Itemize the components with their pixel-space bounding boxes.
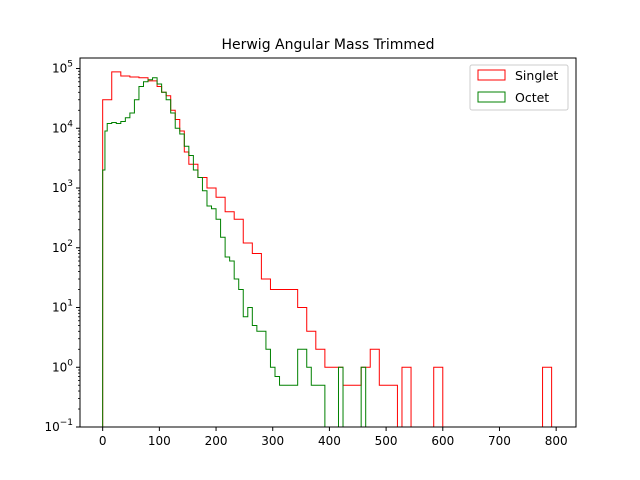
legend-frame xyxy=(469,64,569,111)
y-tick-label: 102 xyxy=(52,239,73,255)
y-tick-label: 103 xyxy=(52,179,73,195)
x-tick-label: 500 xyxy=(375,434,398,448)
y-tick-label: 100 xyxy=(52,358,73,374)
legend-swatch-singlet xyxy=(477,69,506,81)
x-tick-label: 800 xyxy=(545,434,568,448)
x-tick-label: 0 xyxy=(99,434,107,448)
spike-octet-0 xyxy=(337,366,344,427)
series-line-octet xyxy=(102,77,326,427)
legend-swatch-octet xyxy=(477,91,506,103)
axes-frame xyxy=(79,57,577,428)
spike-singlet-1 xyxy=(433,366,444,427)
legend: Singlet Octet xyxy=(469,64,569,111)
plot-area: 0 100 200 300 400 500 600 700 800 10−1 100 101 102 10… xyxy=(44,57,577,448)
x-tick-label: 600 xyxy=(431,434,454,448)
x-tick-label: 200 xyxy=(205,434,228,448)
x-tick-label: 300 xyxy=(261,434,284,448)
spike-octet-1 xyxy=(360,366,367,427)
chart-title: Herwig Angular Mass Trimmed xyxy=(221,37,434,53)
y-tick-label: 10−1 xyxy=(44,418,73,434)
legend-label-singlet: Singlet xyxy=(515,68,558,83)
x-tick-label: 100 xyxy=(148,434,171,448)
y-tick-label: 104 xyxy=(52,119,73,135)
x-tick-label: 400 xyxy=(318,434,341,448)
legend-label-octet: Octet xyxy=(515,90,549,105)
spike-singlet-2 xyxy=(542,366,553,427)
x-tick-label: 700 xyxy=(488,434,511,448)
y-tick-label: 105 xyxy=(52,60,73,76)
y-tick-label: 101 xyxy=(52,299,73,315)
spike-singlet-0 xyxy=(401,366,412,427)
